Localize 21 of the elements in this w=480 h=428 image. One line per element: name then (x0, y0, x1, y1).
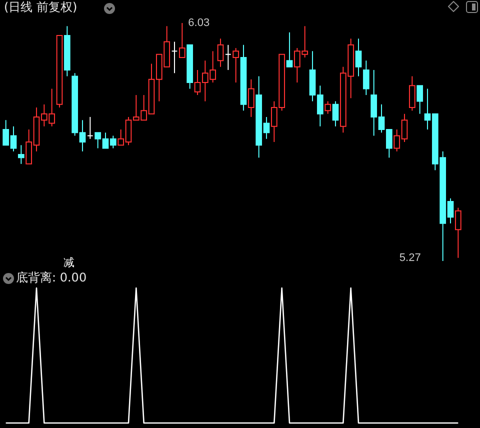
candlestick (217, 38, 224, 68)
chart-title: (日线 前复权) (4, 0, 78, 14)
candlestick (18, 144, 24, 164)
candlestick (416, 85, 424, 114)
chart-title: 底背离: 0.00 (16, 270, 87, 284)
candlestick (286, 32, 293, 68)
annotation: 5.27 (399, 252, 421, 264)
candlestick (454, 207, 462, 258)
candlestick (171, 41, 178, 74)
candlestick (355, 38, 362, 77)
candlestick (178, 22, 186, 58)
annotation: 6.03 (188, 17, 210, 29)
candlestick (324, 100, 332, 114)
candlestick (332, 100, 339, 127)
candlestick (86, 116, 94, 140)
candlestick (224, 44, 232, 70)
candlestick (408, 76, 416, 112)
annotation: 减 (64, 256, 74, 269)
candlestick (248, 78, 254, 118)
candlestick (232, 48, 240, 83)
candlestick (362, 60, 370, 96)
